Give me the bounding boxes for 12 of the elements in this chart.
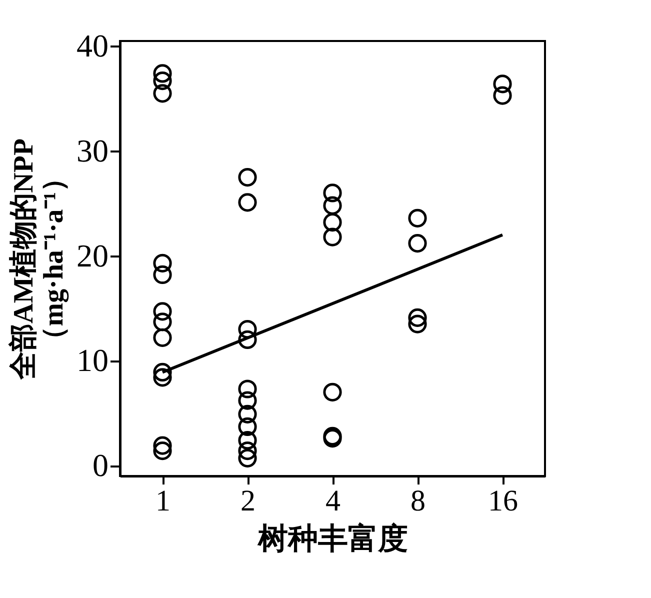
x-tick-label: 8 [410, 484, 426, 518]
x-tick-label: 2 [240, 484, 256, 518]
x-tick-label: 1 [156, 484, 170, 518]
y-axis-title: 全部AM植物的NPP （mg·ha⁻¹·a⁻¹） [8, 138, 70, 381]
y-tick-label: 30 [76, 132, 108, 169]
y-tick-label: 40 [76, 28, 108, 64]
y-tick-label: 0 [92, 447, 108, 484]
y-tick-label: 10 [76, 342, 108, 378]
x-axis-title: 树种丰富度 [257, 522, 408, 556]
x-tick-label: 4 [326, 484, 340, 518]
y-tick-label: 20 [76, 237, 108, 274]
x-tick-label: 16 [488, 484, 518, 518]
